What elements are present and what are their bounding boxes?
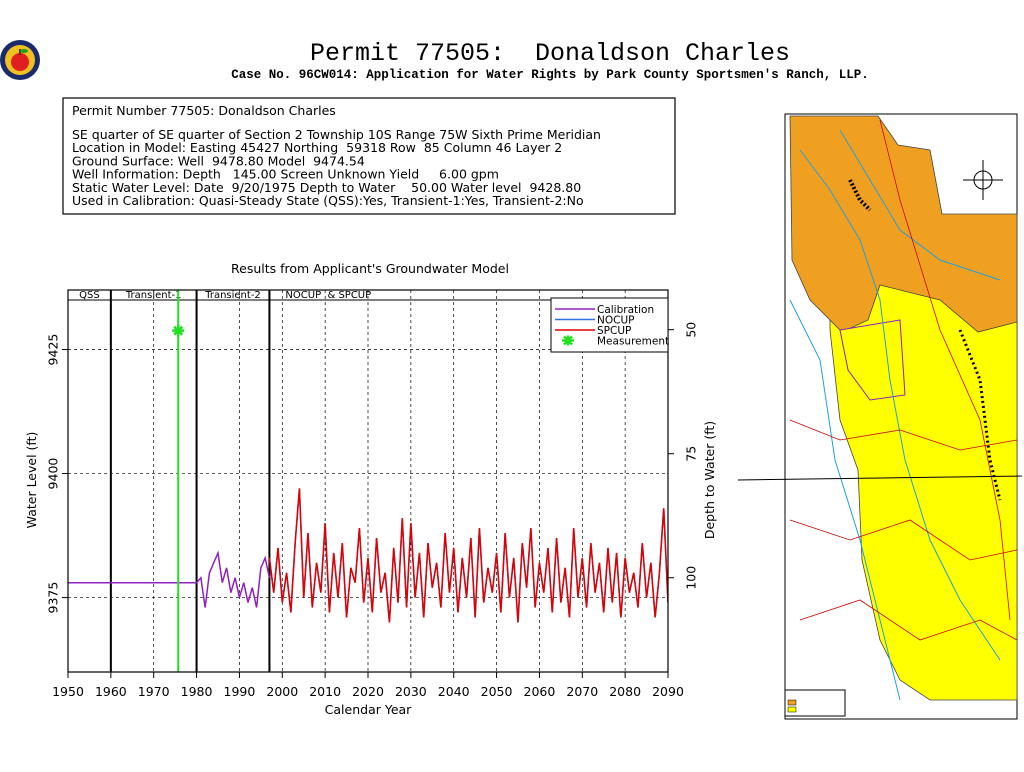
series-line — [268, 488, 668, 623]
info-line: Location in Model: Easting 45427 Northin… — [72, 140, 562, 155]
map — [737, 113, 1023, 720]
period-label: NOCUP & SPCUP — [285, 290, 371, 301]
x-tick-label: 2030 — [395, 684, 427, 699]
y-axis-label: Water Level (ft) — [24, 432, 39, 529]
y-tick-label: 9400 — [46, 458, 61, 490]
info-lines: SE quarter of SE quarter of Section 2 To… — [72, 127, 601, 208]
info-line: Static Water Level: Date 9/20/1975 Depth… — [72, 180, 581, 195]
x-tick-label: 2000 — [266, 684, 298, 699]
y2-tick-label: 50 — [684, 322, 699, 338]
chart-title: Results from Applicant's Groundwater Mod… — [231, 261, 509, 276]
legend-label: SPCUP — [597, 325, 631, 337]
info-line: Ground Surface: Well 9478.80 Model 9474.… — [72, 153, 365, 168]
x-tick-label: 1960 — [95, 684, 127, 699]
x-tick-label: 2060 — [524, 684, 556, 699]
x-tick-label: 2050 — [481, 684, 513, 699]
legend-marker — [562, 335, 574, 346]
logo — [0, 40, 40, 80]
page-title: Permit 77505: Donaldson Charles — [310, 39, 790, 68]
y2-tick-label: 100 — [684, 566, 699, 590]
x-tick-label: 2020 — [352, 684, 384, 699]
legend-label: Calibration — [597, 304, 654, 316]
info-box — [62, 97, 676, 215]
x-tick-label: 2090 — [652, 684, 684, 699]
period-label: QSS — [79, 290, 100, 301]
legend-label: NOCUP — [597, 315, 634, 327]
x-tick-label: 1990 — [224, 684, 256, 699]
measurement-marker — [172, 324, 185, 337]
y2-axis-label: Depth to Water (ft) — [702, 421, 717, 539]
series-line — [68, 550, 271, 608]
x-tick-label: 2080 — [609, 684, 641, 699]
info-line: SE quarter of SE quarter of Section 2 To… — [72, 127, 601, 142]
x-tick-label: 2070 — [566, 684, 598, 699]
info-line: Used in Calibration: Quasi-Steady State … — [72, 193, 584, 208]
x-tick-label: 1950 — [52, 684, 84, 699]
x-tick-label: 1980 — [181, 684, 213, 699]
x-tick-label: 1970 — [138, 684, 170, 699]
period-label: Transient-2 — [204, 290, 261, 301]
info-line: Well Information: Depth 145.00 Screen Un… — [72, 167, 499, 182]
x-tick-label: 2010 — [309, 684, 341, 699]
period-label: Transient-1 — [125, 290, 182, 301]
info-heading: Permit Number 77505: Donaldson Charles — [72, 103, 336, 118]
y-tick-label: 9375 — [46, 582, 61, 614]
page-subtitle: Case No. 96CW014: Application for Water … — [231, 68, 869, 82]
plot-frame — [67, 289, 669, 673]
y2-tick-label: 75 — [684, 446, 699, 462]
x-tick-label: 2040 — [438, 684, 470, 699]
y-tick-label: 9425 — [46, 334, 61, 366]
legend-label: Measurement — [597, 336, 669, 348]
x-axis-label: Calendar Year — [325, 702, 413, 717]
